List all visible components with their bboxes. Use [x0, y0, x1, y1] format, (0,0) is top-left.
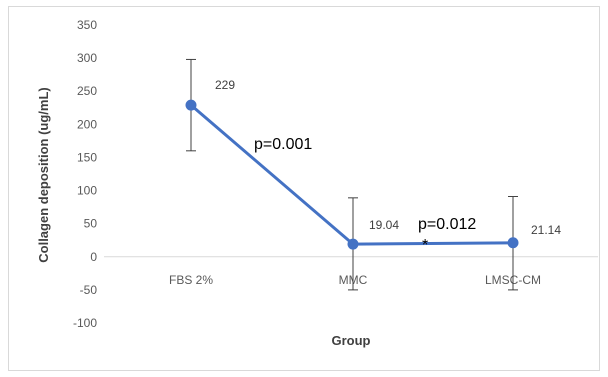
annotation-p-value-2: p=0.012: [418, 216, 476, 233]
x-tick-label: FBS 2%: [169, 273, 213, 287]
x-axis-ticks: FBS 2% MMC LMSC-CM: [169, 273, 541, 287]
data-point: [507, 237, 519, 249]
y-axis-ticks: 350 300 250 200 150 100 50 0 -50 -100: [73, 18, 97, 330]
y-axis-title: Collagen deposition (ug/mL): [36, 87, 51, 263]
y-tick-label: 300: [77, 51, 97, 65]
y-tick-label: 100: [77, 184, 97, 198]
y-tick-label: 350: [77, 18, 97, 32]
y-tick-label: -50: [80, 283, 98, 297]
y-tick-label: 150: [77, 150, 97, 164]
y-tick-label: 50: [84, 217, 98, 231]
data-points: [185, 99, 519, 250]
error-bars: [186, 58, 518, 291]
x-axis-title: Group: [332, 333, 371, 348]
annotation-p-value-1: p=0.001: [254, 136, 312, 153]
y-tick-label: -100: [73, 316, 97, 330]
data-point: [185, 99, 197, 111]
annotation-significance-star: *: [422, 237, 428, 254]
data-point: [347, 238, 359, 250]
y-tick-label: 250: [77, 84, 97, 98]
data-label: 19.04: [369, 218, 399, 232]
y-tick-label: 0: [90, 250, 97, 264]
data-label: 21.14: [531, 223, 561, 237]
chart-frame: [8, 6, 600, 371]
y-tick-label: 200: [77, 117, 97, 131]
data-label: 229: [215, 78, 235, 92]
data-labels: 229 19.04 21.14: [215, 78, 561, 237]
